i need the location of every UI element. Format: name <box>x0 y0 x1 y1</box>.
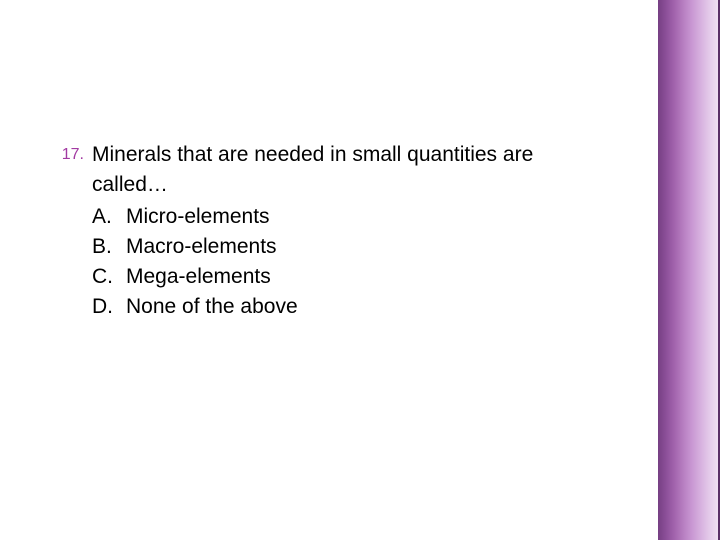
option-letter: B. <box>92 232 126 262</box>
option-a: A. Micro-elements <box>92 202 610 232</box>
option-text: Macro-elements <box>126 232 610 262</box>
option-c: C. Mega-elements <box>92 262 610 292</box>
question-number: 17. <box>50 140 92 170</box>
option-letter: D. <box>92 292 126 322</box>
option-text: None of the above <box>126 292 610 322</box>
option-b: B. Macro-elements <box>92 232 610 262</box>
slide: 17. Minerals that are needed in small qu… <box>0 0 720 540</box>
option-text: Micro-elements <box>126 202 610 232</box>
options-list: A. Micro-elements B. Macro-elements C. M… <box>92 202 610 322</box>
question-body: Minerals that are needed in small quanti… <box>92 140 610 322</box>
question-row: 17. Minerals that are needed in small qu… <box>50 140 610 322</box>
option-d: D. None of the above <box>92 292 610 322</box>
question-block: 17. Minerals that are needed in small qu… <box>50 140 610 322</box>
option-letter: C. <box>92 262 126 292</box>
decorative-sidebar <box>658 0 720 540</box>
option-letter: A. <box>92 202 126 232</box>
option-text: Mega-elements <box>126 262 610 292</box>
question-stem: Minerals that are needed in small quanti… <box>92 140 610 200</box>
